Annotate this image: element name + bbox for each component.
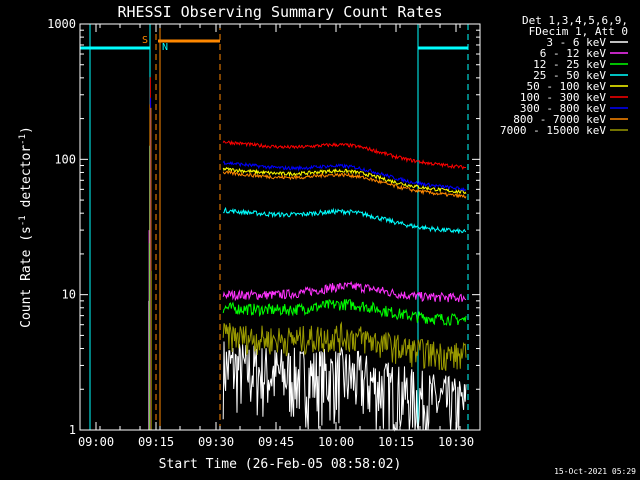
y-tick-label: 1000 bbox=[47, 17, 76, 31]
x-tick-label: 10:30 bbox=[438, 435, 474, 449]
series-line bbox=[223, 206, 467, 234]
series-line bbox=[222, 139, 466, 171]
legend: Det 1,3,4,5,6,9,FDecim 1, Att 03 - 6 keV… bbox=[500, 14, 628, 137]
y-axis-title-sup2: -1 bbox=[18, 134, 28, 145]
legend-entry-label: 25 - 50 keV bbox=[533, 69, 606, 82]
y-axis-title-sup1: -1 bbox=[18, 215, 28, 226]
y-axis-title: Count Rate (s-1 detector-1) bbox=[18, 126, 34, 328]
y-tick-label: 1 bbox=[69, 423, 76, 437]
y-axis-title-end: ) bbox=[19, 126, 34, 134]
legend-entry-label: 800 - 7000 keV bbox=[513, 113, 606, 126]
y-axis-title-mid: detector bbox=[19, 145, 34, 216]
x-tick-label: 09:00 bbox=[78, 435, 114, 449]
legend-entry-label: 7000 - 15000 keV bbox=[500, 124, 606, 137]
legend-entry-label: 100 - 300 keV bbox=[520, 91, 606, 104]
legend-entry-label: 50 - 100 keV bbox=[527, 80, 607, 93]
legend-header: FDecim 1, Att 0 bbox=[529, 25, 628, 38]
x-tick-label: 09:15 bbox=[138, 435, 174, 449]
y-axis: 1 10 100 1000 bbox=[47, 17, 480, 437]
series-line bbox=[222, 170, 467, 199]
legend-entry-label: 300 - 800 keV bbox=[520, 102, 606, 115]
saa-label: S bbox=[142, 35, 148, 46]
y-axis-title-main: Count Rate (s bbox=[19, 226, 34, 328]
x-tick-label: 10:00 bbox=[318, 435, 354, 449]
x-tick-label: 09:30 bbox=[198, 435, 234, 449]
series-line bbox=[222, 166, 467, 195]
legend-entry-label: 6 - 12 keV bbox=[540, 47, 607, 60]
legend-entry-label: 12 - 25 keV bbox=[533, 58, 606, 71]
series-line bbox=[222, 321, 467, 371]
x-tick-label: 10:15 bbox=[378, 435, 414, 449]
series-line bbox=[222, 280, 467, 303]
chart-title: RHESSI Observing Summary Count Rates bbox=[117, 3, 442, 21]
legend-entry-label: 3 - 6 keV bbox=[546, 36, 606, 49]
series-line bbox=[222, 299, 467, 326]
x-axis-title: Start Time (26-Feb-05 08:58:02) bbox=[159, 457, 402, 472]
x-axis: 09:00 09:15 09:30 09:45 10:00 10:15 10:30 bbox=[78, 24, 481, 449]
series-line bbox=[222, 160, 467, 192]
night-label: N bbox=[162, 42, 168, 53]
y-tick-label: 100 bbox=[54, 152, 76, 166]
date-stamp: 15-Oct-2021 05:29 bbox=[554, 467, 636, 476]
x-tick-label: 09:45 bbox=[258, 435, 294, 449]
legend-header: Det 1,3,4,5,6,9, bbox=[522, 14, 628, 27]
y-tick-label: 10 bbox=[62, 288, 76, 302]
